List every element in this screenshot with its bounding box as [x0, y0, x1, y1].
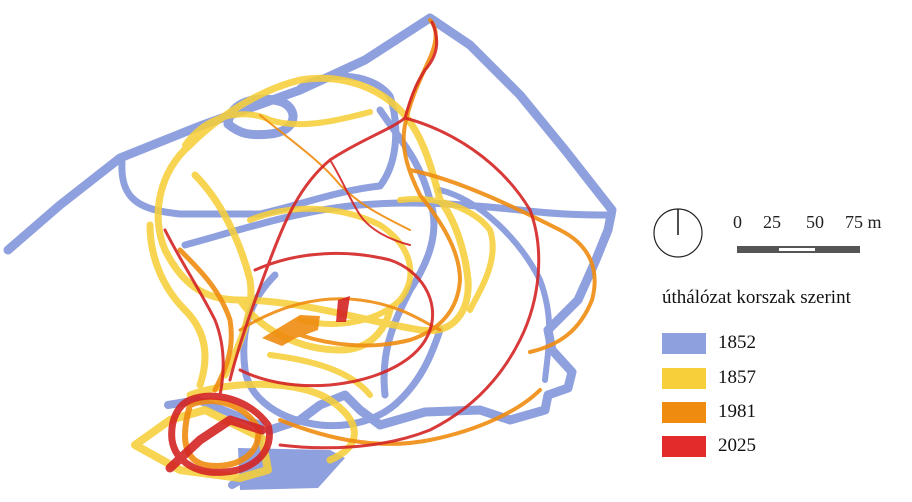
lower-loop-1857 [236, 296, 394, 354]
scale-label-0: 0 [733, 212, 742, 232]
east-road-1852 [437, 187, 553, 383]
legend-label-1981: 1981 [718, 401, 756, 422]
plaza-ring-2025 [168, 392, 273, 476]
east-1857 [397, 196, 496, 313]
main-trail-2025 [228, 20, 439, 382]
legend-swatch-1981 [662, 401, 706, 423]
legend-swatch-2025 [662, 435, 706, 457]
scale-label-75: 75 m [845, 212, 882, 232]
legend-swatch-1857 [662, 367, 706, 389]
steps-1981 [262, 315, 320, 346]
inner-1857 [247, 205, 414, 327]
marker-2025 [336, 296, 350, 322]
inner-trail-1981 [238, 297, 442, 332]
east-loop-2025 [278, 116, 541, 450]
scale-bar-graphic [737, 246, 860, 253]
thin-trail-1981 [259, 114, 411, 231]
legend-item-1857: 1857 [662, 366, 756, 390]
legend-label-1852: 1852 [718, 332, 756, 353]
west-1857 [146, 221, 209, 389]
east-trail-1981 [408, 168, 597, 354]
scale-label-50: 50 [806, 212, 824, 232]
north-link-2025 [329, 159, 411, 246]
legend-label-2025: 2025 [718, 435, 756, 456]
plaza-block-1852 [238, 448, 345, 490]
legend-swatch-1852 [662, 332, 706, 354]
legend-label-1857: 1857 [718, 367, 756, 388]
legend-item-1852: 1852 [662, 331, 756, 355]
north-loop-1857 [154, 74, 472, 335]
west-line-2025 [163, 228, 225, 397]
north-arrow-icon [653, 208, 703, 258]
inner-loop-2025 [238, 251, 435, 388]
inner-loop-1852 [376, 106, 438, 399]
upper-loop-1852 [118, 72, 400, 218]
mid-road-1852 [181, 199, 616, 249]
legend-title: úthálózat korszak szerint [662, 287, 851, 308]
loop-1981 [298, 193, 462, 348]
layer-1981 [177, 18, 597, 469]
legend-item-2025: 2025 [662, 434, 756, 458]
ring-path-1857 [182, 109, 373, 148]
scale-label-25: 25 [763, 212, 781, 232]
south-trail-1981 [278, 388, 542, 446]
plaza-spoke-2025 [165, 415, 267, 473]
link-1857 [267, 352, 373, 398]
layer-2025 [163, 20, 541, 476]
legend-item-1981: 1981 [662, 400, 756, 424]
